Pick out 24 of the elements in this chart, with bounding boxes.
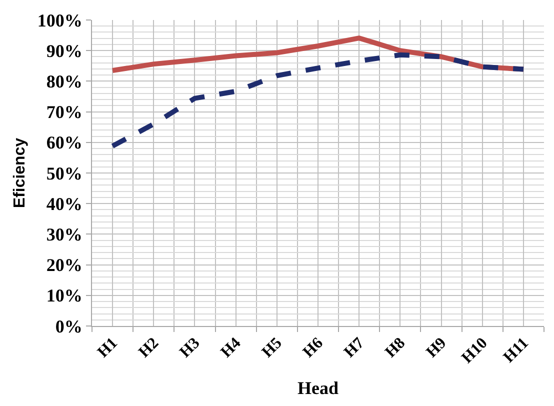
- x-axis-title: Head: [297, 378, 339, 398]
- x-tick-label: H2: [136, 334, 162, 362]
- x-tick-label: H5: [258, 334, 286, 362]
- y-axis-title: Eficiency: [11, 138, 28, 208]
- x-tick-label: H9: [423, 334, 450, 362]
- y-tick-label: 60%: [46, 132, 82, 153]
- x-tick-label: H7: [341, 334, 368, 362]
- x-tick-label: H1: [94, 334, 122, 362]
- x-tick-label: H10: [458, 334, 491, 367]
- y-tick-label: 90%: [46, 40, 82, 61]
- x-tick-label: H3: [176, 334, 204, 362]
- x-tick-label: H4: [218, 334, 244, 362]
- x-tick-label: H6: [300, 334, 326, 362]
- y-tick-label: 50%: [46, 163, 82, 184]
- y-tick-label: 80%: [46, 72, 82, 92]
- y-tick-label: 40%: [46, 194, 82, 214]
- y-tick-label: 30%: [46, 224, 82, 244]
- y-tick-label: 20%: [46, 255, 82, 276]
- y-tick-label: 70%: [46, 102, 82, 122]
- x-tick-label: H8: [382, 334, 409, 362]
- x-tick-label: H11: [500, 334, 532, 366]
- y-tick-label: 0%: [55, 316, 82, 336]
- y-tick-label: 100%: [37, 10, 82, 30]
- y-tick-label: 10%: [46, 286, 82, 306]
